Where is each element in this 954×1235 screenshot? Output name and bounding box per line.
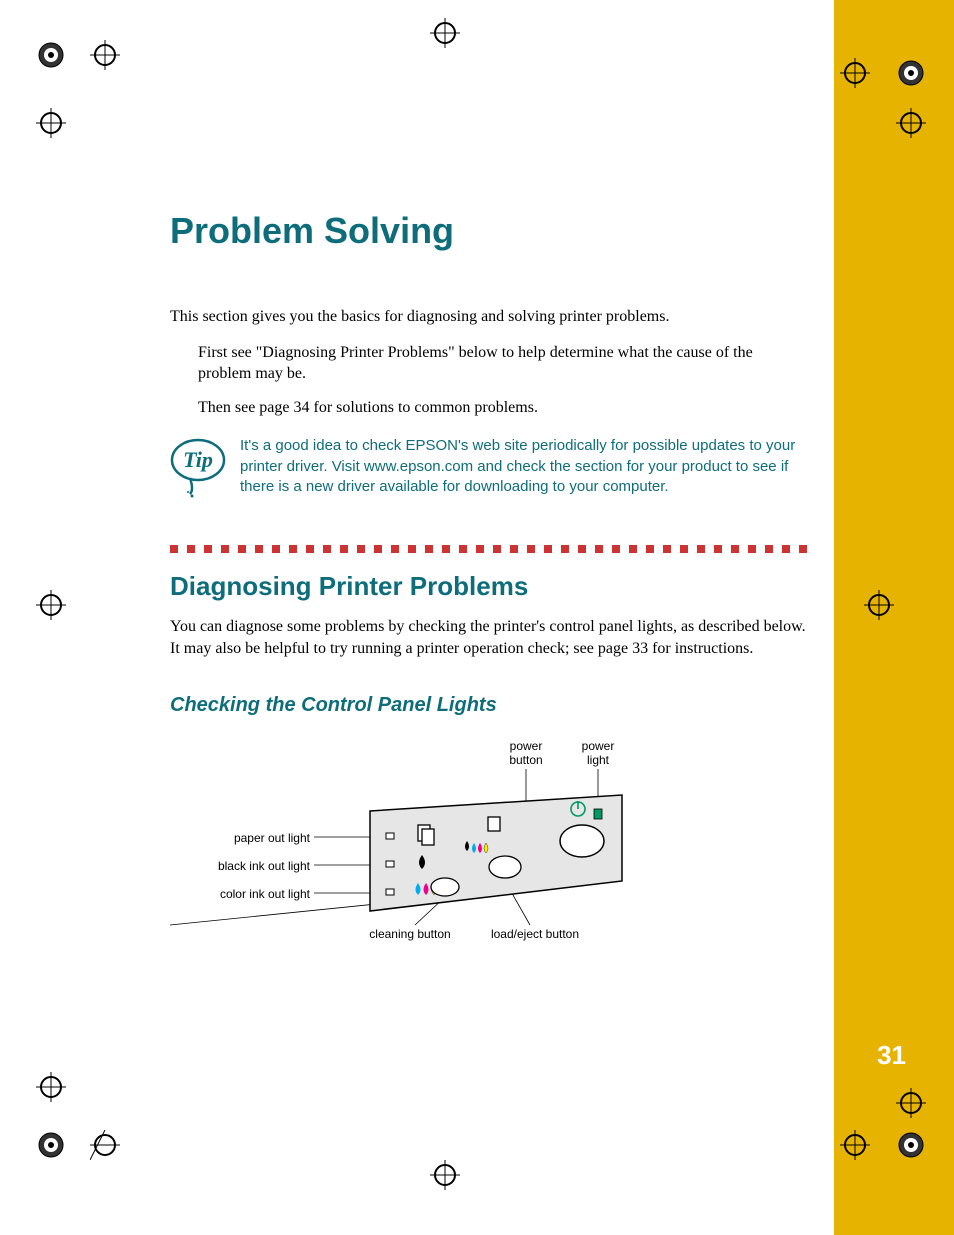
section-heading: Diagnosing Printer Problems: [170, 571, 810, 602]
registration-mark-icon: [90, 40, 120, 70]
registration-mark-icon: [36, 1072, 66, 1102]
printer-panel-icon: [170, 739, 810, 959]
diagram-label-power-light: powerlight: [574, 739, 622, 768]
diagram-label-load-eject: load/eject button: [480, 927, 590, 941]
svg-text:Tip: Tip: [183, 447, 213, 472]
subsection-heading: Checking the Control Panel Lights: [170, 694, 810, 717]
section-body-text: You can diagnose some problems by checki…: [170, 616, 810, 659]
tip-icon: Tip: [170, 436, 226, 505]
registration-mark-icon: [36, 40, 66, 70]
intro-sub-paragraph: First see "Diagnosing Printer Problems" …: [198, 342, 810, 385]
tip-callout: Tip It's a good idea to check EPSON's we…: [170, 436, 810, 505]
registration-mark-icon: [864, 590, 894, 620]
page-number: 31: [877, 1040, 906, 1071]
registration-mark-icon: [896, 1130, 926, 1160]
registration-mark-icon: [896, 1088, 926, 1118]
registration-mark-icon: [36, 590, 66, 620]
registration-mark-icon: [896, 108, 926, 138]
diagram-label-black-ink: black ink out light: [190, 859, 310, 873]
registration-mark-icon: [430, 18, 460, 48]
diagram-label-color-ink: color ink out light: [190, 887, 310, 901]
registration-mark-icon: [840, 1130, 870, 1160]
diagram-label-power-button: powerbutton: [502, 739, 550, 768]
page-content: Problem Solving This section gives you t…: [170, 210, 810, 959]
intro-paragraph: This section gives you the basics for di…: [170, 306, 810, 328]
chapter-title: Problem Solving: [170, 210, 810, 252]
registration-mark-icon: [840, 58, 870, 88]
tip-text: It's a good idea to check EPSON's web si…: [240, 436, 810, 497]
dotted-divider: [170, 545, 810, 553]
registration-mark-icon: [36, 108, 66, 138]
registration-mark-icon: [430, 1160, 460, 1190]
registration-mark-icon: [90, 1130, 120, 1160]
registration-mark-icon: [36, 1130, 66, 1160]
diagram-label-paper-out: paper out light: [190, 831, 310, 845]
control-panel-diagram: powerbutton powerlight paper out light b…: [170, 739, 810, 959]
registration-mark-icon: [896, 58, 926, 88]
intro-sub-paragraph: Then see page 34 for solutions to common…: [198, 397, 810, 419]
diagram-label-cleaning: cleaning button: [360, 927, 460, 941]
